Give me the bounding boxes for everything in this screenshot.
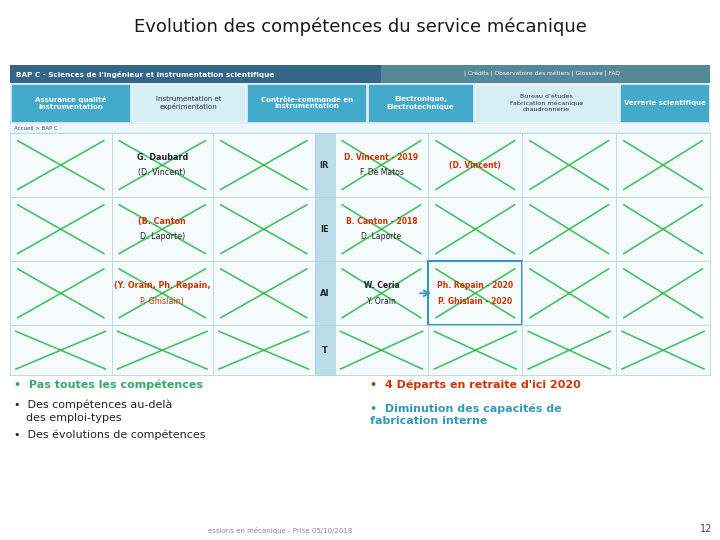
Bar — [213, 197, 315, 261]
Bar — [315, 133, 335, 197]
Text: •  Des compétences au-delà: • Des compétences au-delà — [14, 400, 172, 410]
Text: AI: AI — [320, 289, 329, 298]
Bar — [132, 84, 245, 122]
Text: Verrerie scientifique: Verrerie scientifique — [624, 100, 706, 106]
Bar — [213, 133, 315, 197]
Text: | Crédits | Observatoire des métiers | Glossaire | FAQ: | Crédits | Observatoire des métiers | G… — [464, 71, 620, 77]
Bar — [10, 197, 112, 261]
Text: •  Pas toutes les compétences: • Pas toutes les compétences — [14, 380, 203, 390]
Bar — [616, 261, 710, 326]
Bar — [335, 197, 428, 261]
Bar — [112, 133, 213, 197]
Text: (B. Canton: (B. Canton — [138, 217, 186, 226]
Bar — [428, 133, 522, 197]
Bar — [522, 326, 616, 375]
Text: IR: IR — [320, 160, 329, 170]
Bar — [315, 197, 335, 261]
Bar — [112, 261, 213, 326]
Bar — [335, 261, 428, 326]
Text: (D. Vincent): (D. Vincent) — [138, 168, 186, 177]
Bar — [616, 133, 710, 197]
Bar — [522, 133, 616, 197]
Text: •  Diminution des capacités de
fabrication interne: • Diminution des capacités de fabricatio… — [370, 404, 562, 426]
Text: (Y. Orain, Ph. Repain,: (Y. Orain, Ph. Repain, — [114, 281, 210, 290]
Text: essions en mécanique - Prise 05/10/2018: essions en mécanique - Prise 05/10/2018 — [208, 527, 352, 534]
Text: F. De Matos: F. De Matos — [359, 168, 403, 177]
Text: Contrôle-commande en
instrumentation: Contrôle-commande en instrumentation — [261, 97, 353, 110]
Bar — [428, 197, 522, 261]
Bar — [10, 133, 112, 197]
Bar — [428, 326, 522, 375]
Bar — [112, 326, 213, 375]
Text: 12: 12 — [700, 524, 712, 534]
Bar — [335, 133, 428, 197]
Bar — [10, 261, 112, 326]
Bar — [315, 326, 335, 375]
Text: P. Ghislain): P. Ghislain) — [140, 296, 184, 306]
Bar — [10, 326, 112, 375]
Text: Evolution des compétences du service mécanique: Evolution des compétences du service méc… — [134, 18, 586, 37]
Bar — [10, 123, 710, 133]
Bar — [247, 84, 366, 122]
Text: BAP C - Sciences de l'ingénieur et instrumentation scientifique: BAP C - Sciences de l'ingénieur et instr… — [16, 71, 274, 78]
Bar — [213, 261, 315, 326]
Text: Assurance qualité
instrumentation: Assurance qualité instrumentation — [35, 96, 107, 110]
Text: D. Vincent - 2019: D. Vincent - 2019 — [344, 153, 418, 162]
Text: •  4 Départs en retraite d'ici 2020: • 4 Départs en retraite d'ici 2020 — [370, 380, 581, 390]
Bar — [381, 65, 710, 83]
Text: B. Canton - 2018: B. Canton - 2018 — [346, 217, 418, 226]
Text: IE: IE — [320, 225, 329, 234]
Bar — [11, 84, 130, 122]
Text: Instrumentation et
expérimentation: Instrumentation et expérimentation — [156, 96, 221, 110]
Text: G. Daubard: G. Daubard — [137, 153, 188, 162]
Bar — [368, 84, 473, 122]
Text: des emploi-types: des emploi-types — [26, 413, 122, 423]
Text: T: T — [322, 346, 328, 355]
Bar — [620, 84, 709, 122]
Bar — [10, 83, 710, 123]
Text: D. Laporte: D. Laporte — [361, 232, 402, 241]
Bar — [112, 197, 213, 261]
Text: •  Des évolutions de compétences: • Des évolutions de compétences — [14, 429, 205, 440]
Text: (D. Vincent): (D. Vincent) — [449, 160, 501, 170]
Text: Electronique,
Electrotechnique: Electronique, Electrotechnique — [387, 97, 454, 110]
Bar — [315, 261, 335, 326]
Bar — [616, 326, 710, 375]
Bar — [475, 84, 618, 122]
Bar — [335, 326, 428, 375]
Bar — [522, 261, 616, 326]
Bar — [428, 261, 522, 326]
Text: D. Laporte): D. Laporte) — [140, 232, 185, 241]
Text: Ph. Repain - 2020: Ph. Repain - 2020 — [437, 281, 513, 290]
Text: Accueil > BAP C: Accueil > BAP C — [14, 125, 58, 131]
Bar — [522, 197, 616, 261]
Text: P. Ghislain - 2020: P. Ghislain - 2020 — [438, 296, 513, 306]
Bar — [10, 65, 381, 83]
Text: Bureau d'études
Fabrication mécanique
chaudronnerie: Bureau d'études Fabrication mécanique ch… — [510, 94, 583, 112]
Bar — [616, 197, 710, 261]
Text: W. Ceria: W. Ceria — [364, 281, 400, 290]
Text: Y. Orain: Y. Orain — [367, 296, 396, 306]
Bar — [213, 326, 315, 375]
